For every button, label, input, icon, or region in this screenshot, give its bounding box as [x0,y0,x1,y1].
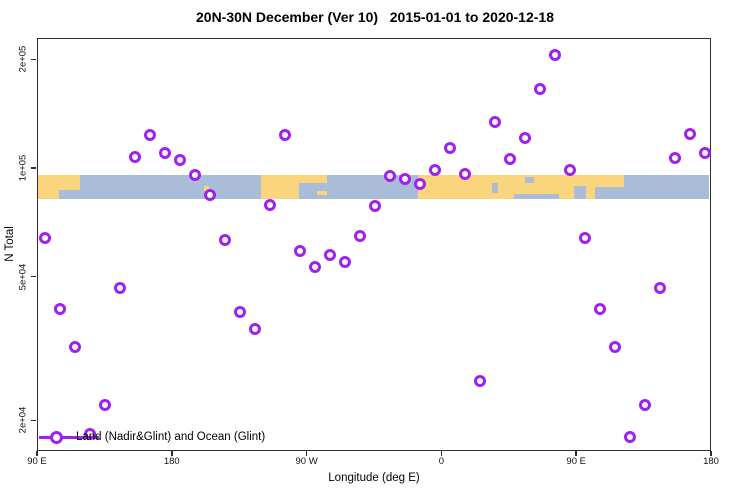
data-point [249,323,262,336]
map-ocean-region [491,183,498,193]
legend-label: Land (Nadir&Glint) and Ocean (Glint) [76,431,266,443]
x-tick-label: 180 [163,456,180,467]
data-point [189,169,202,182]
data-point [309,261,322,274]
legend-line-sample [39,436,99,439]
data-point [623,430,636,443]
data-point [548,48,561,61]
data-point [54,303,67,316]
data-point [698,146,711,159]
y-tick-mark [31,167,36,169]
data-point [563,163,576,176]
y-tick-label: 2e+04 [17,406,29,434]
data-point [114,282,127,295]
y-tick-label: 5e+04 [17,263,29,290]
map-land-region [38,175,59,199]
y-tick-label: 2e+05 [17,45,29,73]
data-point [354,230,367,243]
data-point [608,341,621,354]
data-point [458,167,471,180]
data-point [99,398,112,411]
data-point [39,231,52,244]
legend-circle-marker-icon [50,431,63,444]
data-point [413,177,426,190]
y-tick-mark [31,275,36,278]
x-tick-label: 180 [703,456,719,467]
x-tick-label: 0 [438,456,445,467]
map-land-region [316,190,328,195]
data-point [324,248,337,261]
data-point [129,150,142,163]
x-tick-mark [575,451,577,456]
x-tick-mark [710,451,712,456]
map-ocean-region [595,187,624,199]
x-tick-mark [171,451,173,456]
data-point [339,255,352,268]
latitude-map-band [38,175,709,199]
data-point [144,129,157,142]
data-point [683,128,696,140]
data-point [503,152,516,165]
data-point [174,154,187,166]
data-point [383,170,396,183]
x-tick-label: 90 W [295,456,318,467]
data-point [279,129,292,142]
x-axis-label: Longitude (deg E) [328,472,420,484]
y-tick-mark [31,58,36,61]
data-point [533,82,546,95]
x-tick-mark [440,451,443,456]
data-point [204,189,217,202]
data-point [294,244,307,257]
data-point [668,151,681,164]
map-ocean-region [514,193,560,199]
map-land-region [58,175,80,190]
data-point [69,341,82,354]
data-point [369,199,381,212]
data-point [219,233,232,246]
x-tick-label: 90 E [27,456,47,467]
data-point [638,398,651,411]
map-ocean-region [574,185,587,199]
x-tick-label: 90 E [566,456,586,467]
x-tick-mark [305,451,308,456]
data-point [653,282,666,295]
data-point [234,305,247,318]
map-land-region [267,175,328,183]
data-point [264,198,277,211]
y-tick-mark [31,419,36,422]
data-point [578,231,591,244]
data-point [518,131,531,144]
map-ocean-region [524,177,534,184]
data-point [428,163,441,176]
map-land-region [204,185,209,191]
data-point [443,142,456,155]
chart-title: 20N-30N December (Ver 10) 2015-01-01 to … [196,9,554,25]
x-tick-mark [36,451,38,456]
data-point [488,115,501,128]
plot-area: Land (Nadir&Glint) and Ocean (Glint) [37,38,711,451]
data-point [593,303,606,316]
data-point [159,146,172,159]
y-tick-label: 1e+05 [17,154,29,182]
data-point [398,173,411,186]
data-point [473,374,486,387]
y-axis-label: N Total [4,226,16,262]
